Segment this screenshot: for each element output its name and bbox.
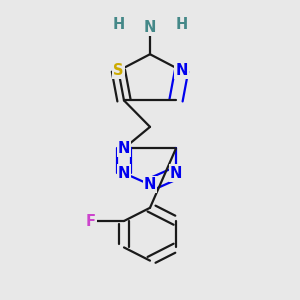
Text: N: N (144, 177, 156, 192)
Text: F: F (85, 214, 96, 229)
Text: S: S (113, 63, 124, 78)
Text: H: H (112, 17, 124, 32)
Text: N: N (144, 20, 156, 35)
Text: N: N (176, 63, 188, 78)
Text: H: H (176, 17, 188, 32)
Text: N: N (170, 166, 182, 181)
Text: N: N (118, 141, 130, 156)
Text: N: N (118, 166, 130, 181)
